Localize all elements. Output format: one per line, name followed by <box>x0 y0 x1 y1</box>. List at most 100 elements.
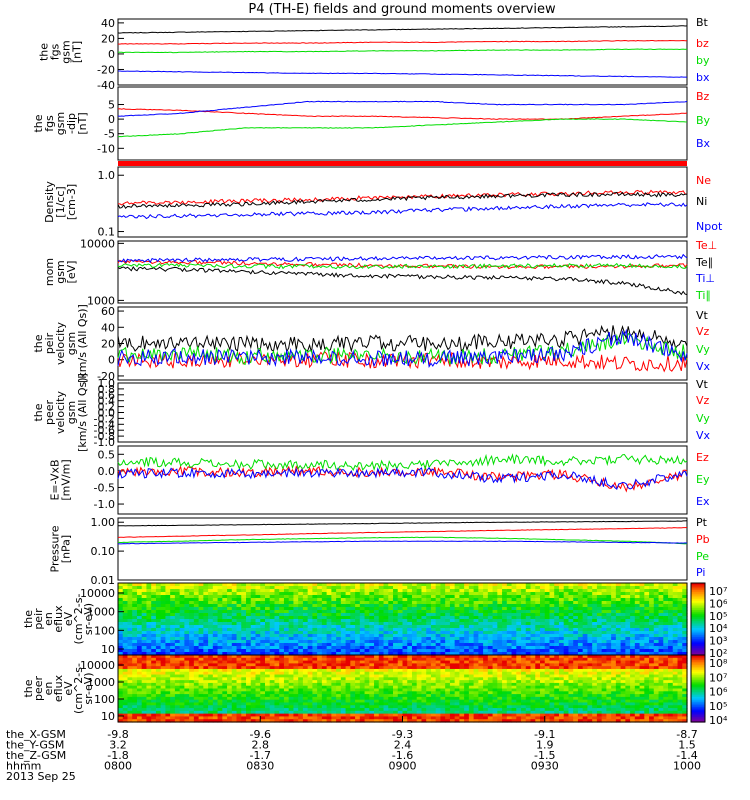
figure-title: P4 (TH-E) fields and ground moments over… <box>248 2 556 17</box>
spectrogram-cell <box>260 622 266 626</box>
legend-label: by <box>696 54 710 67</box>
spectrogram-cell <box>298 634 304 638</box>
spectrogram-cell <box>246 708 252 712</box>
spectrogram-cell <box>478 699 484 704</box>
spectrogram-cell <box>208 682 214 687</box>
spectrogram-cell <box>596 583 603 587</box>
spectrogram-cell <box>132 589 138 593</box>
spectrogram-cell <box>502 595 508 599</box>
spectrogram-cell <box>625 598 631 602</box>
spectrogram-cell <box>203 640 209 644</box>
spectrogram-cell <box>193 643 200 647</box>
spectrogram-cell <box>331 666 337 670</box>
spectrogram-cell <box>312 613 318 617</box>
spectrogram-cell <box>170 583 176 587</box>
spectrogram-cell <box>464 691 470 695</box>
spectrogram-cell <box>587 649 593 653</box>
spectrogram-cell <box>302 634 309 638</box>
spectrogram-cell <box>435 668 442 673</box>
spectrogram-cell <box>653 589 660 593</box>
spectrogram-cell <box>288 696 295 701</box>
spectrogram-cell <box>179 671 185 676</box>
spectrogram-cell <box>435 637 442 641</box>
spectrogram-cell <box>336 607 342 611</box>
spectrogram-cell <box>378 613 385 617</box>
spectrogram-cell <box>141 610 148 614</box>
spectrogram-cell <box>165 631 171 635</box>
spectrogram-cell <box>402 601 408 605</box>
spectrogram-cell <box>255 655 261 659</box>
spectrogram-cell <box>416 637 423 641</box>
spectrogram-cell <box>321 586 328 590</box>
spectrogram-cell <box>435 716 442 720</box>
spectrogram-cell <box>345 643 351 647</box>
spectrogram-cell <box>397 710 404 715</box>
spectrogram-cell <box>269 610 276 614</box>
spectrogram-cell <box>468 713 475 718</box>
spectrogram-cell <box>317 598 323 602</box>
spectrogram-cell <box>136 643 143 647</box>
spectrogram-cell <box>393 668 399 673</box>
spectrogram-cell <box>260 634 266 638</box>
spectrogram-cell <box>525 601 532 605</box>
spectrogram-cell <box>141 688 148 692</box>
y-tick-label: 0.1 <box>98 226 116 239</box>
spectrogram-cell <box>274 710 280 715</box>
spectrogram-cell <box>231 598 238 602</box>
spectrogram-cell <box>155 604 162 608</box>
spectrogram-cell <box>193 616 200 620</box>
spectrogram-cell <box>345 628 351 632</box>
spectrogram-cell <box>288 663 295 667</box>
spectrogram-cell <box>141 586 148 590</box>
spectrogram-cell <box>416 694 423 698</box>
spectrogram-cell <box>644 604 650 608</box>
spectrogram-cell <box>440 694 446 698</box>
spectrogram-cell <box>630 628 636 632</box>
spectrogram-cell <box>146 607 152 611</box>
spectrogram-cell <box>525 595 532 599</box>
spectrogram-cell <box>241 622 247 626</box>
spectrogram-cell <box>411 708 418 712</box>
spectrogram-cell <box>468 719 475 723</box>
y-axis-label: peir <box>32 608 45 630</box>
spectrogram-cell <box>174 699 181 704</box>
y-axis-label: fgs <box>43 115 56 132</box>
spectrogram-cell <box>122 677 129 681</box>
spectrogram-cell <box>279 682 285 687</box>
spectrogram-cell <box>255 668 261 673</box>
spectrogram-cell <box>340 677 347 681</box>
spectrogram-cell <box>492 649 498 653</box>
spectrogram-cell <box>393 589 399 593</box>
spectrogram-cell <box>340 628 347 632</box>
spectrogram-cell <box>160 677 167 681</box>
spectrogram-cell <box>198 691 204 695</box>
spectrogram-cell <box>231 671 238 676</box>
spectrogram-cell <box>483 595 489 599</box>
spectrogram-cell <box>146 643 152 647</box>
spectrogram-cell <box>212 589 219 593</box>
spectrogram-cell <box>127 663 133 667</box>
spectrogram-cell <box>203 713 209 718</box>
spectrogram-cell <box>307 640 314 644</box>
spectrogram-cell <box>682 634 688 638</box>
spectrogram-cell <box>369 592 375 596</box>
spectrogram-cell <box>217 616 223 620</box>
spectrogram-cell <box>649 637 655 641</box>
spectrogram-cell <box>445 592 451 596</box>
spectrogram-cell <box>355 702 361 706</box>
spectrogram-cell <box>184 685 190 690</box>
spectrogram-cell <box>525 622 532 626</box>
spectrogram-cell <box>212 708 219 712</box>
spectrogram-cell <box>283 643 290 647</box>
spectrogram-cell <box>378 628 385 632</box>
spectrogram-cell <box>615 604 622 608</box>
spectrogram-cell <box>558 616 565 620</box>
spectrogram-cell <box>620 625 626 629</box>
colorbar-cell <box>691 640 705 643</box>
spectrogram-cell <box>298 702 304 706</box>
spectrogram-cell <box>298 677 304 681</box>
spectrogram-cell <box>568 595 574 599</box>
spectrogram-cell <box>260 610 266 614</box>
spectrogram-cell <box>227 586 233 590</box>
